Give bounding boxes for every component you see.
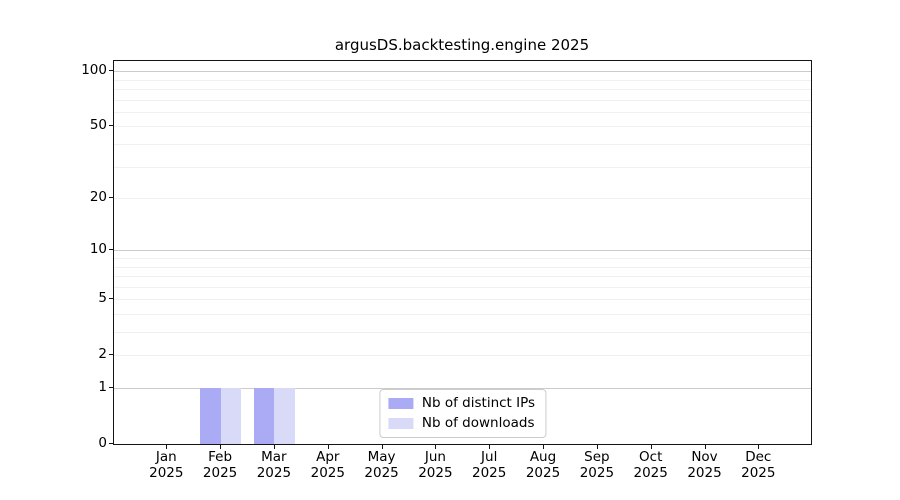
y-tick-label: 100	[81, 62, 107, 79]
y-gridline-minor	[114, 276, 811, 277]
y-tick	[109, 249, 113, 251]
y-gridline-minor	[114, 266, 811, 268]
x-tick	[273, 445, 275, 449]
y-gridline-minor	[114, 258, 811, 259]
x-tick	[650, 445, 652, 449]
x-tick-label: Apr 2025	[310, 449, 345, 481]
x-tick	[704, 445, 706, 449]
x-tick-label: Mar 2025	[256, 449, 292, 481]
y-tick	[109, 298, 113, 300]
x-tick-label: Sep 2025	[579, 449, 615, 481]
x-tick-label: Jul 2025	[472, 449, 507, 481]
y-tick-label: 20	[89, 189, 107, 206]
chart-title: argusDS.backtesting.engine 2025	[334, 36, 590, 54]
x-tick	[543, 445, 544, 449]
y-tick	[109, 125, 113, 127]
y-gridline-minor	[114, 355, 811, 357]
y-gridline-minor	[114, 332, 811, 333]
y-tick	[109, 197, 113, 199]
x-tick-label: Dec 2025	[741, 449, 776, 481]
y-gridline-minor	[114, 99, 811, 101]
y-gridline-minor	[114, 166, 811, 168]
y-gridline-minor	[114, 314, 811, 315]
x-tick-label: Aug 2025	[525, 449, 561, 481]
y-gridline-major	[114, 250, 811, 252]
y-gridline-minor	[114, 111, 811, 113]
y-tick	[109, 70, 113, 72]
bar-downloads	[274, 388, 295, 444]
y-tick	[109, 387, 113, 388]
y-gridline-minor	[114, 79, 811, 81]
y-tick-label: 0	[98, 435, 107, 451]
legend-swatch-downloads	[387, 418, 413, 429]
y-tick	[109, 443, 113, 444]
y-gridline-minor	[114, 198, 811, 200]
y-tick-label: 50	[89, 117, 107, 134]
legend-label: Nb of downloads	[421, 415, 535, 431]
y-gridline-minor	[114, 126, 811, 128]
x-tick-label: May 2025	[364, 449, 399, 481]
y-tick-label: 2	[98, 346, 107, 363]
x-tick-label: Oct 2025	[633, 449, 668, 481]
x-tick	[596, 445, 598, 449]
y-gridline-major	[114, 388, 811, 389]
x-tick	[220, 445, 222, 449]
bar-distinct-ips	[200, 388, 221, 444]
bar-distinct-ips	[253, 388, 275, 444]
x-tick	[489, 445, 491, 449]
x-tick	[758, 445, 760, 449]
y-tick-label: 1	[98, 379, 107, 395]
legend-entry: Nb of distinct IPs	[387, 395, 536, 412]
x-tick	[166, 445, 168, 449]
x-tick-label: Jun 2025	[418, 449, 453, 481]
x-tick	[435, 445, 437, 449]
x-tick-label: Nov 2025	[687, 449, 722, 481]
y-tick-label: 5	[98, 290, 107, 307]
y-gridline-minor	[114, 89, 811, 90]
y-gridline-minor	[114, 286, 811, 288]
legend: Nb of distinct IPs Nb of downloads	[378, 389, 547, 438]
y-tick-label: 10	[89, 241, 107, 258]
x-tick-label: Feb 2025	[202, 449, 238, 481]
legend-label: Nb of distinct IPs	[421, 395, 536, 411]
legend-entry: Nb of downloads	[387, 415, 535, 432]
plot-area: Nb of distinct IPs Nb of downloads	[113, 60, 812, 445]
x-tick	[381, 445, 383, 449]
x-tick	[327, 445, 329, 449]
y-gridline-minor	[114, 144, 811, 145]
y-tick	[109, 354, 113, 356]
bar-downloads	[220, 388, 242, 444]
y-gridline-minor	[114, 299, 811, 301]
y-gridline-major	[114, 71, 811, 73]
legend-swatch-distinct-ips	[387, 398, 413, 409]
x-tick-label: Jan 2025	[149, 449, 184, 481]
